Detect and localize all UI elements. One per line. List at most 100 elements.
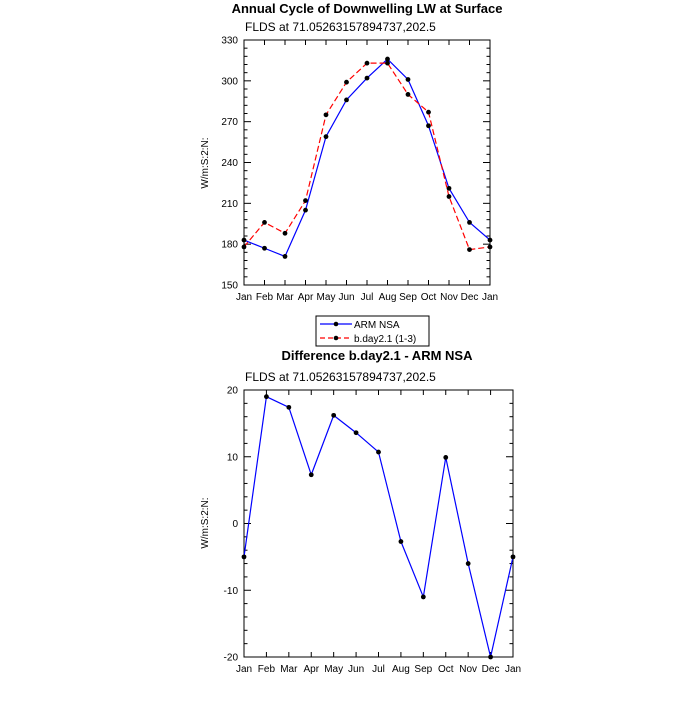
data-point bbox=[303, 198, 308, 204]
data-point bbox=[426, 109, 431, 115]
y-axis-label: W/m:S:2:N: bbox=[200, 497, 211, 548]
data-point bbox=[467, 219, 472, 225]
x-tick-label: Nov bbox=[459, 664, 477, 675]
data-point bbox=[303, 207, 308, 213]
data-point bbox=[282, 230, 288, 236]
y-tick-label: 180 bbox=[221, 240, 238, 251]
x-tick-label: Apr bbox=[303, 664, 319, 675]
x-tick-label: Jan bbox=[482, 292, 498, 303]
x-tick-label: Dec bbox=[461, 292, 479, 303]
chart-title: Difference b.day2.1 - ARM NSA bbox=[282, 348, 474, 363]
data-point bbox=[467, 247, 472, 253]
x-tick-label: Mar bbox=[280, 664, 298, 675]
y-tick-label: 210 bbox=[221, 199, 238, 210]
x-tick-label: Sep bbox=[414, 664, 432, 675]
y-axis-label: W/m:S:2:N: bbox=[200, 137, 211, 188]
x-tick-label: Jun bbox=[338, 292, 354, 303]
series-line-1 bbox=[243, 62, 491, 251]
data-point bbox=[364, 60, 370, 66]
x-tick-label: Jun bbox=[348, 664, 364, 675]
series-line-0 bbox=[243, 58, 491, 258]
data-point bbox=[323, 112, 329, 118]
data-point bbox=[376, 449, 381, 455]
data-point bbox=[510, 554, 516, 560]
data-point bbox=[241, 244, 247, 250]
x-tick-label: Jul bbox=[361, 292, 374, 303]
x-tick-label: Oct bbox=[438, 664, 454, 675]
data-point bbox=[323, 134, 329, 140]
legend-label-model: b.day2.1 (1-3) bbox=[354, 334, 416, 345]
legend: ARM NSA b.day2.1 (1-3) bbox=[315, 315, 430, 347]
data-point bbox=[241, 554, 247, 560]
axis-ticks: Jan Feb Mar Apr May Jun Jul Aug Sep Oct Nov Dec Jan1… bbox=[221, 36, 498, 304]
data-point bbox=[308, 472, 314, 478]
data-point bbox=[353, 430, 359, 436]
series-line-0 bbox=[243, 395, 514, 658]
data-point bbox=[385, 56, 390, 62]
y-tick-label: 330 bbox=[221, 36, 238, 47]
data-point bbox=[420, 594, 426, 600]
data-point bbox=[364, 75, 370, 81]
difference-chart: Difference b.day2.1 - ARM NSA FLDS at 71… bbox=[200, 348, 521, 675]
series-lines bbox=[241, 394, 516, 660]
x-tick-label: Jan bbox=[236, 664, 252, 675]
x-tick-label: Aug bbox=[392, 664, 410, 675]
data-point bbox=[487, 244, 493, 250]
y-tick-label: 0 bbox=[232, 519, 238, 530]
x-tick-label: Jul bbox=[372, 664, 385, 675]
data-point bbox=[405, 92, 411, 97]
data-point bbox=[344, 79, 349, 85]
legend-marker-model bbox=[333, 335, 339, 341]
chart-title: Annual Cycle of Downwelling LW at Surfac… bbox=[232, 1, 503, 16]
data-point bbox=[426, 123, 431, 129]
x-tick-label: May bbox=[317, 292, 336, 303]
y-tick-label: 10 bbox=[227, 452, 239, 463]
x-tick-label: Mar bbox=[276, 292, 294, 303]
data-point bbox=[385, 60, 390, 66]
y-tick-label: 20 bbox=[227, 386, 239, 397]
x-tick-label: Jan bbox=[505, 664, 521, 675]
data-point bbox=[465, 561, 471, 566]
plot-frame bbox=[243, 389, 514, 658]
y-tick-label: -20 bbox=[224, 653, 239, 664]
y-tick-label: 270 bbox=[221, 117, 238, 128]
x-tick-label: Nov bbox=[440, 292, 458, 303]
data-point bbox=[487, 237, 493, 243]
x-tick-label: Apr bbox=[298, 292, 314, 303]
chart-subtitle: FLDS at 71.05263157894737,202.5 bbox=[245, 20, 436, 34]
data-point bbox=[398, 539, 404, 544]
x-tick-label: May bbox=[324, 664, 343, 675]
chart-subtitle: FLDS at 71.05263157894737,202.5 bbox=[245, 370, 436, 384]
legend-marker-arm bbox=[333, 321, 339, 327]
data-point bbox=[446, 185, 452, 191]
data-point bbox=[262, 245, 267, 251]
x-tick-label: Oct bbox=[421, 292, 437, 303]
annual-cycle-chart: Annual Cycle of Downwelling LW at Surfac… bbox=[200, 1, 503, 347]
x-tick-label: Dec bbox=[482, 664, 500, 675]
series-lines bbox=[241, 56, 493, 259]
x-tick-label: Feb bbox=[258, 664, 276, 675]
x-tick-label: Jan bbox=[236, 292, 252, 303]
y-tick-label: -10 bbox=[224, 586, 239, 597]
data-point bbox=[282, 254, 288, 259]
legend-box bbox=[315, 315, 430, 347]
y-tick-label: 300 bbox=[221, 76, 238, 87]
x-tick-label: Sep bbox=[399, 292, 417, 303]
data-point bbox=[405, 77, 411, 82]
y-tick-label: 150 bbox=[221, 281, 238, 292]
data-point bbox=[262, 219, 267, 225]
data-point bbox=[286, 404, 292, 410]
data-point bbox=[264, 394, 269, 400]
data-point bbox=[443, 455, 449, 460]
legend-label-arm: ARM NSA bbox=[354, 320, 400, 331]
data-point bbox=[488, 654, 493, 660]
x-tick-label: Aug bbox=[379, 292, 397, 303]
data-point bbox=[241, 237, 247, 243]
axis-ticks: Jan Feb Mar Apr May Jun Jul Aug Sep Oct Nov Dec Jan-… bbox=[224, 386, 522, 676]
data-point bbox=[331, 412, 337, 418]
y-tick-label: 240 bbox=[221, 158, 238, 169]
x-tick-label: Feb bbox=[256, 292, 274, 303]
data-point bbox=[344, 97, 349, 103]
data-point bbox=[446, 194, 452, 199]
